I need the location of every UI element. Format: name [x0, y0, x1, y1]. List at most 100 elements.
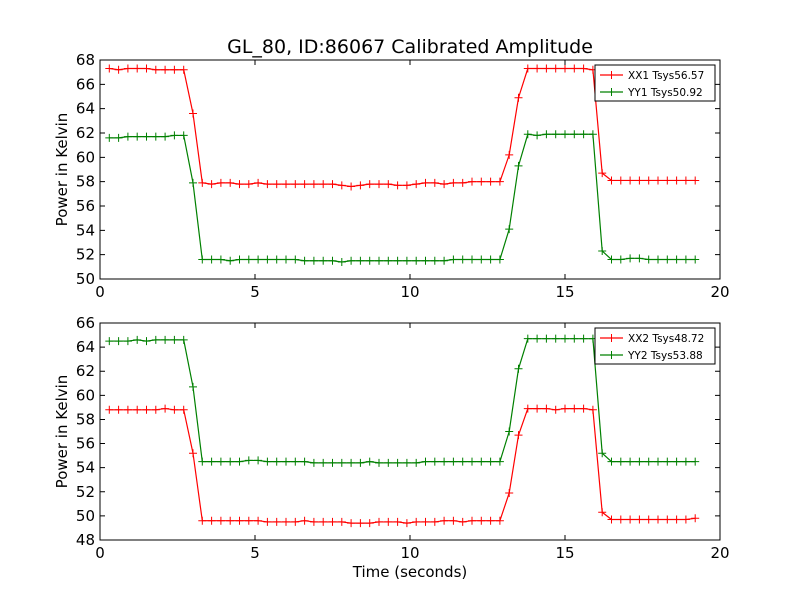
data-point	[235, 457, 244, 466]
data-point	[458, 178, 467, 187]
data-point	[412, 517, 421, 526]
data-point	[449, 178, 458, 187]
data-point	[216, 516, 225, 525]
data-point	[384, 458, 393, 467]
data-point	[319, 517, 328, 526]
data-point	[282, 457, 290, 466]
data-point	[449, 457, 458, 466]
y-tick-label: 50	[76, 270, 95, 288]
y-tick-label: 56	[76, 435, 95, 453]
data-point	[151, 132, 160, 141]
data-point	[430, 517, 439, 526]
series-line-2	[109, 133, 696, 263]
data-point	[263, 180, 272, 189]
data-point	[319, 256, 328, 265]
data-point	[272, 255, 281, 264]
data-point	[691, 255, 700, 264]
data-point	[347, 182, 356, 191]
data-point	[151, 405, 160, 414]
data-point	[384, 180, 393, 189]
data-point	[244, 255, 253, 264]
x-tick-label: 0	[95, 544, 105, 562]
legend-entry: YY2 Tsys53.88	[627, 350, 703, 362]
data-point	[114, 133, 123, 142]
data-point	[561, 334, 569, 343]
y-tick-label: 62	[76, 362, 95, 380]
data-point	[198, 516, 207, 525]
data-point	[133, 405, 142, 414]
data-point	[179, 335, 188, 344]
data-point	[616, 457, 625, 466]
data-point	[542, 130, 551, 139]
x-axis-label: Time (seconds)	[352, 563, 468, 581]
data-point	[161, 132, 170, 141]
legend-box	[594, 64, 716, 102]
data-point	[542, 64, 551, 73]
data-point	[449, 516, 458, 525]
data-point	[607, 515, 616, 524]
data-point	[114, 405, 123, 414]
data-point	[691, 457, 700, 466]
data-point	[375, 180, 383, 189]
y-tick-label: 64	[76, 100, 95, 118]
data-point	[579, 334, 588, 343]
data-point	[402, 256, 411, 265]
data-point	[207, 255, 216, 264]
data-point	[644, 176, 653, 185]
data-point	[468, 255, 476, 264]
data-point	[495, 177, 504, 186]
data-point	[151, 335, 160, 344]
legend-entry: XX1 Tsys56.57	[628, 70, 704, 82]
data-point	[588, 130, 597, 139]
data-point	[551, 64, 560, 73]
legend-entry: XX2 Tsys48.72	[628, 333, 704, 345]
data-point	[105, 64, 114, 73]
data-point	[495, 516, 504, 525]
data-point	[533, 131, 542, 140]
data-point	[654, 515, 662, 524]
data-point	[681, 176, 690, 185]
data-point	[328, 517, 337, 526]
y-tick-label: 68	[76, 51, 95, 69]
data-point	[347, 458, 356, 467]
data-point	[189, 449, 197, 458]
data-point	[365, 256, 374, 265]
y-axis-label: Power in Kelvin	[53, 113, 71, 227]
data-point	[328, 256, 337, 265]
data-point	[170, 131, 179, 140]
data-point	[179, 131, 188, 140]
y-tick-label: 60	[76, 386, 95, 404]
data-point	[440, 516, 449, 525]
data-point	[468, 457, 476, 466]
data-point	[244, 180, 253, 189]
data-point	[393, 458, 402, 467]
data-point	[458, 457, 467, 466]
data-point	[384, 256, 393, 265]
y-tick-label: 58	[76, 410, 95, 428]
series-line-2	[109, 338, 696, 464]
series-line-1	[109, 407, 696, 524]
x-tick-label: 20	[710, 544, 729, 562]
legend: XX2 Tsys48.72 YY2 Tsys53.88	[594, 327, 716, 365]
data-point	[179, 405, 188, 414]
data-point	[412, 458, 421, 467]
data-point	[189, 109, 197, 118]
data-point	[133, 335, 142, 344]
data-point	[123, 337, 132, 346]
y-tick-label: 60	[76, 148, 95, 166]
data-point	[598, 508, 607, 517]
y-tick-label: 64	[76, 338, 95, 356]
data-point	[328, 180, 337, 189]
data-point	[393, 517, 402, 526]
y-axis-label: Power in Kelvin	[53, 375, 71, 489]
data-point	[514, 431, 523, 440]
data-point	[235, 516, 244, 525]
data-point	[495, 255, 504, 264]
data-point	[402, 181, 411, 190]
data-point	[654, 457, 662, 466]
y-tick-label: 48	[76, 531, 95, 549]
data-point	[477, 457, 486, 466]
data-point	[114, 65, 123, 74]
data-point	[337, 517, 346, 526]
data-point	[198, 457, 207, 466]
